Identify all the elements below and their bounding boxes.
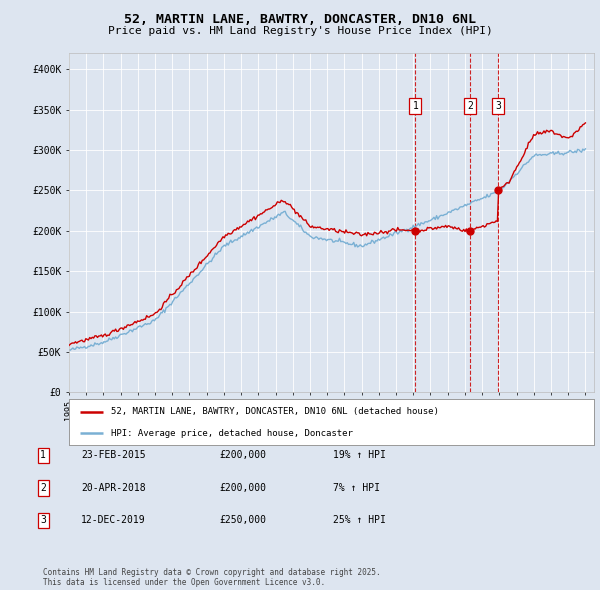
Text: 19% ↑ HPI: 19% ↑ HPI bbox=[333, 451, 386, 460]
Text: 23-FEB-2015: 23-FEB-2015 bbox=[81, 451, 146, 460]
Text: Contains HM Land Registry data © Crown copyright and database right 2025.
This d: Contains HM Land Registry data © Crown c… bbox=[43, 568, 381, 587]
Text: £200,000: £200,000 bbox=[219, 451, 266, 460]
Text: 52, MARTIN LANE, BAWTRY, DONCASTER, DN10 6NL (detached house): 52, MARTIN LANE, BAWTRY, DONCASTER, DN10… bbox=[111, 407, 439, 417]
Text: 3: 3 bbox=[40, 516, 46, 525]
Text: 3: 3 bbox=[495, 101, 501, 111]
Text: 2: 2 bbox=[467, 101, 473, 111]
Text: HPI: Average price, detached house, Doncaster: HPI: Average price, detached house, Donc… bbox=[111, 428, 353, 438]
Text: £250,000: £250,000 bbox=[219, 516, 266, 525]
Text: 1: 1 bbox=[40, 451, 46, 460]
Text: 52, MARTIN LANE, BAWTRY, DONCASTER, DN10 6NL: 52, MARTIN LANE, BAWTRY, DONCASTER, DN10… bbox=[124, 13, 476, 26]
Text: 2: 2 bbox=[40, 483, 46, 493]
Text: 12-DEC-2019: 12-DEC-2019 bbox=[81, 516, 146, 525]
Text: 20-APR-2018: 20-APR-2018 bbox=[81, 483, 146, 493]
Text: 25% ↑ HPI: 25% ↑ HPI bbox=[333, 516, 386, 525]
Text: 7% ↑ HPI: 7% ↑ HPI bbox=[333, 483, 380, 493]
Text: £200,000: £200,000 bbox=[219, 483, 266, 493]
Text: 1: 1 bbox=[412, 101, 418, 111]
Text: Price paid vs. HM Land Registry's House Price Index (HPI): Price paid vs. HM Land Registry's House … bbox=[107, 26, 493, 36]
